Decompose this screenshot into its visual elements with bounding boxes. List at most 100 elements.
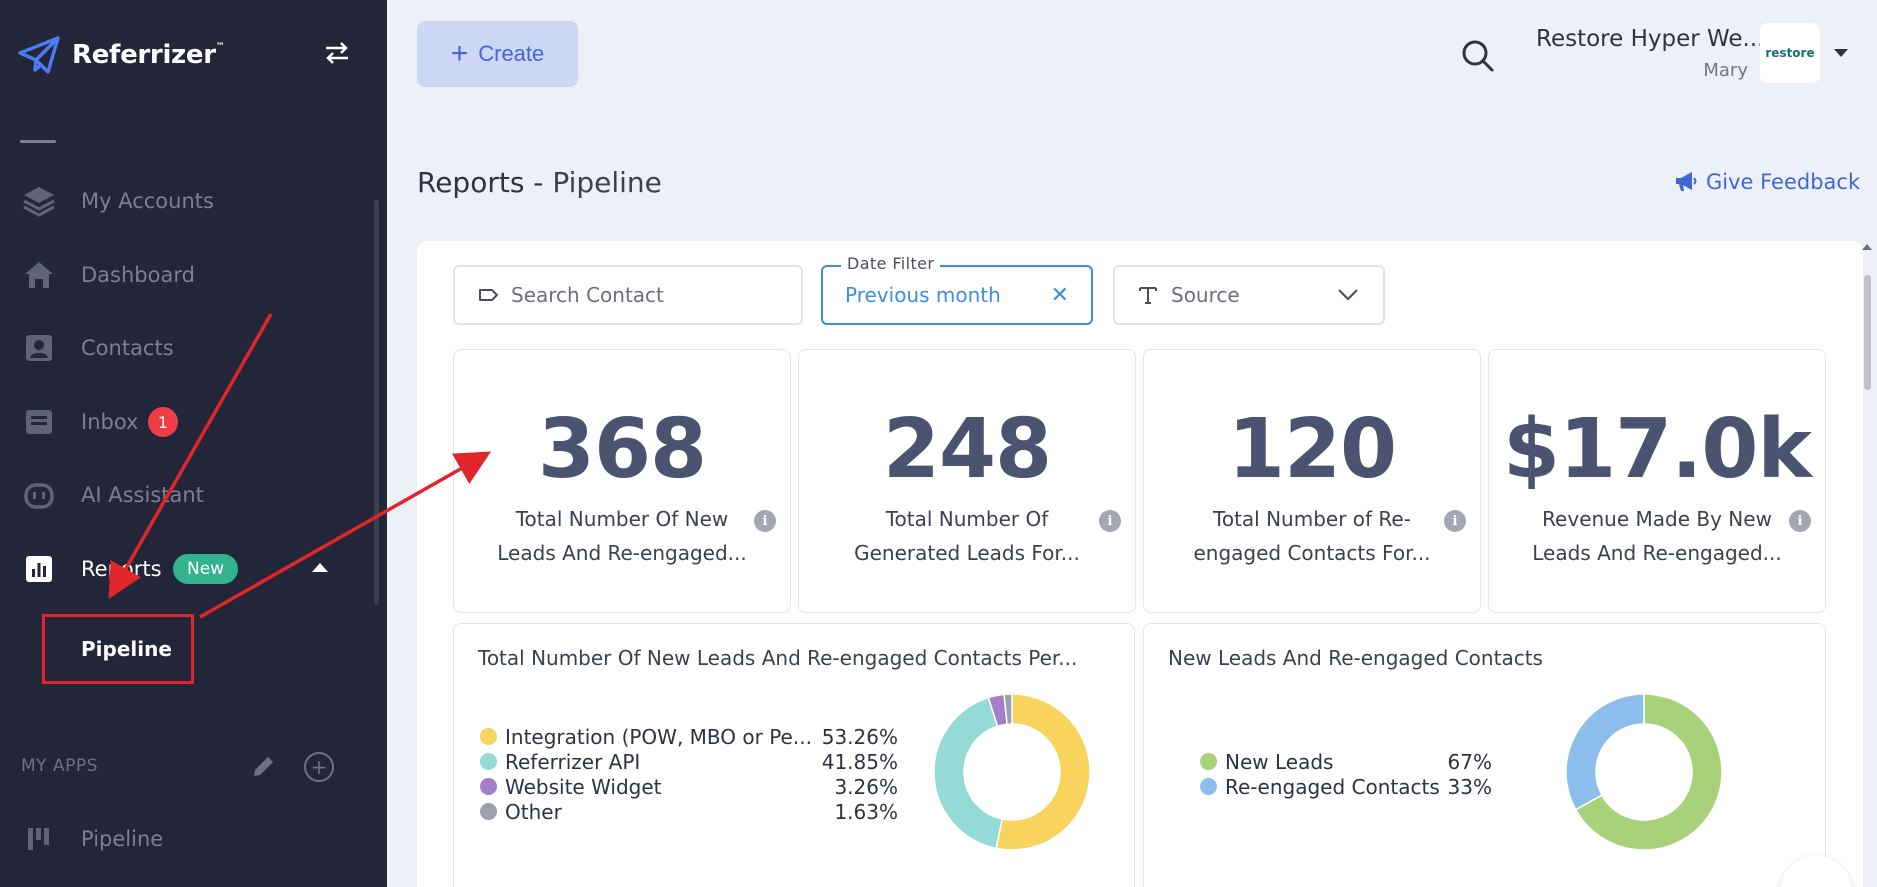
legend-item[interactable]: Other 1.63%	[480, 799, 898, 824]
brand-logo[interactable]: Referrizer™	[18, 36, 225, 74]
stat-value: $17.0k	[1503, 402, 1812, 497]
search-contact-input[interactable]: Search Contact	[511, 283, 664, 307]
sidebar-app-pipeline[interactable]: Pipeline	[0, 811, 370, 867]
switch-arrows-icon[interactable]	[322, 40, 352, 66]
search-icon[interactable]	[1460, 38, 1496, 74]
legend-item[interactable]: New Leads 67%	[1200, 749, 1492, 774]
chart-card-new-vs-reengaged: New Leads And Re-engaged Contacts New Le…	[1143, 623, 1826, 887]
chevron-down-icon[interactable]	[1337, 288, 1359, 302]
caret-up-icon[interactable]	[312, 563, 328, 572]
stat-value: 120	[1227, 402, 1397, 497]
date-filter-label: Date Filter	[841, 254, 941, 273]
sidebar-scrollbar[interactable]	[374, 200, 379, 605]
account-user: Mary	[1703, 60, 1748, 81]
legend-value: 53.26%	[821, 724, 898, 749]
stat-label: Total Number Of Generated Leads For...	[854, 507, 1080, 565]
add-app-button[interactable]: +	[304, 752, 334, 782]
account-caret-icon[interactable]	[1834, 49, 1848, 57]
create-label: Create	[478, 41, 545, 66]
legend-swatch	[480, 803, 497, 820]
inbox-icon	[22, 405, 56, 439]
sidebar-item-ai-assistant[interactable]: AI Assistant	[0, 467, 370, 523]
chart-card-source-breakdown: Total Number Of New Leads And Re-engaged…	[453, 623, 1135, 887]
stat-value: 248	[882, 402, 1052, 497]
scroll-up-arrow[interactable]	[1862, 244, 1872, 250]
sidebar-item-label: Pipeline	[81, 827, 164, 851]
page-title-separator: -	[524, 166, 553, 199]
close-icon[interactable]: ✕	[1050, 282, 1069, 308]
source-filter-label: Source	[1171, 283, 1240, 307]
account-logo[interactable]: restore	[1760, 23, 1820, 83]
tag-icon	[479, 289, 498, 301]
pencil-icon[interactable]	[250, 754, 276, 780]
kanban-icon	[22, 822, 56, 856]
page-title-sub: Pipeline	[552, 166, 662, 199]
account-name[interactable]: Restore Hyper We...	[1536, 26, 1765, 52]
sidebar-item-label: Dashboard	[81, 263, 195, 287]
sidebar-item-reports[interactable]: Reports New	[0, 541, 370, 597]
legend-label: Other	[505, 799, 562, 824]
legend-swatch	[480, 753, 497, 770]
layers-icon	[22, 184, 56, 218]
sidebar-item-label: Inbox	[81, 410, 139, 434]
sidebar: Referrizer™ My Accounts Dashboard Contac…	[0, 0, 387, 887]
stat-card-revenue: $17.0k Revenue Made By New Leads And Re-…	[1488, 349, 1826, 613]
donut-slice[interactable]	[995, 693, 1091, 851]
sidebar-item-my-accounts[interactable]: My Accounts	[0, 173, 370, 229]
plus-icon: +	[310, 755, 328, 779]
legend-item[interactable]: Referrizer API 41.85%	[480, 749, 898, 774]
legend-value: 3.26%	[834, 774, 898, 799]
date-filter[interactable]: Date Filter Previous month ✕	[821, 254, 1093, 325]
sidebar-item-inbox[interactable]: Inbox 1	[0, 394, 370, 450]
donut-slice[interactable]	[1574, 693, 1723, 851]
legend-value: 67%	[1447, 749, 1492, 774]
stat-card-generated-leads: 248 Total Number Of Generated Leads For.…	[798, 349, 1136, 613]
stat-value: 368	[537, 402, 707, 497]
date-filter-value[interactable]: Previous month	[845, 283, 1001, 307]
give-feedback-label: Give Feedback	[1706, 170, 1861, 194]
legend-item[interactable]: Re-engaged Contacts 33%	[1200, 774, 1492, 799]
sidebar-item-dashboard[interactable]: Dashboard	[0, 247, 370, 303]
stat-label: Total Number of Re-engaged Contacts For.…	[1193, 507, 1431, 565]
legend-swatch	[480, 728, 497, 745]
stat-card-total-leads: 368 Total Number Of New Leads And Re-eng…	[453, 349, 791, 613]
stat-card-reengaged-contacts: 120 Total Number of Re-engaged Contacts …	[1143, 349, 1481, 613]
info-icon[interactable]: i	[1099, 510, 1121, 532]
legend-item[interactable]: Integration (POW, MBO or Pe... 53.26%	[480, 724, 898, 749]
legend-label: Website Widget	[505, 774, 662, 799]
report-panel: Search Contact Date Filter Previous mont…	[417, 241, 1863, 887]
info-icon[interactable]: i	[1444, 510, 1466, 532]
sidebar-item-label: Contacts	[81, 336, 174, 360]
megaphone-icon	[1676, 172, 1697, 191]
sidebar-item-label: Reports	[81, 557, 162, 581]
plus-icon: +	[450, 37, 469, 70]
donut-slice[interactable]	[1565, 693, 1645, 811]
legend-value: 1.63%	[834, 799, 898, 824]
paper-plane-icon	[18, 36, 60, 74]
account-logo-text: restore	[1765, 46, 1815, 60]
search-contact-filter[interactable]: Search Contact	[453, 265, 803, 325]
sidebar-subitem-pipeline[interactable]: Pipeline	[42, 614, 194, 684]
create-button[interactable]: + Create	[417, 21, 578, 87]
info-icon[interactable]: i	[1789, 510, 1811, 532]
my-apps-heading: MY APPS	[21, 756, 98, 776]
legend-value: 41.85%	[821, 749, 898, 774]
source-filter[interactable]: Source	[1113, 265, 1385, 325]
legend-swatch	[1200, 778, 1217, 795]
stat-label: Total Number Of New Leads And Re-engaged…	[497, 507, 747, 565]
panel-scrollbar-thumb[interactable]	[1864, 275, 1871, 390]
donut-slice[interactable]	[1003, 693, 1013, 726]
chart-legend: New Leads 67% Re-engaged Contacts 33%	[1200, 749, 1492, 799]
stat-label: Revenue Made By New Leads And Re-engaged…	[1532, 507, 1782, 565]
info-icon[interactable]: i	[754, 510, 776, 532]
legend-label: Referrizer API	[505, 749, 641, 774]
give-feedback-link[interactable]: Give Feedback	[1674, 170, 1860, 194]
collapse-handle[interactable]	[20, 140, 56, 143]
page-title: Reports - Pipeline	[417, 166, 662, 199]
legend-item[interactable]: Website Widget 3.26%	[480, 774, 898, 799]
text-type-icon	[1139, 287, 1157, 304]
donut-slice[interactable]	[933, 696, 1004, 850]
sidebar-item-contacts[interactable]: Contacts	[0, 320, 370, 376]
new-badge: New	[173, 554, 239, 584]
page-title-main: Reports	[417, 166, 525, 199]
